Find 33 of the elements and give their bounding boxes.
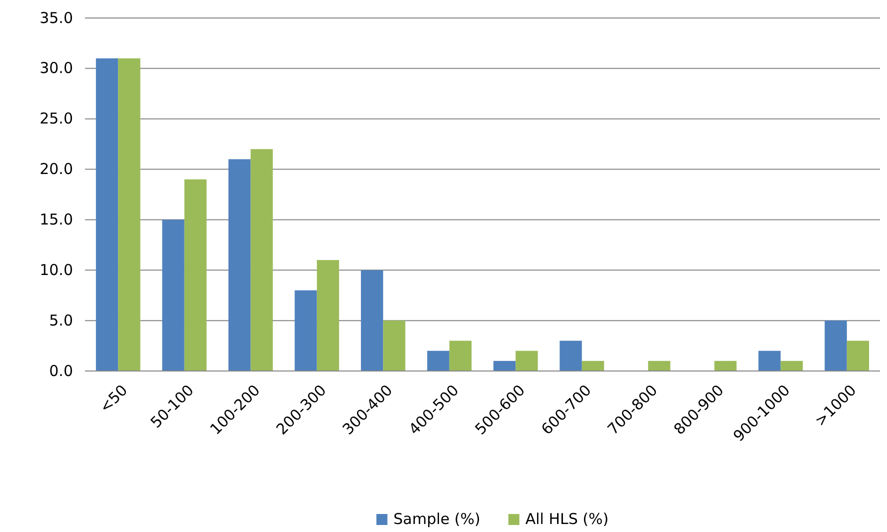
bar	[427, 350, 450, 371]
bar	[360, 270, 384, 371]
bar	[824, 320, 847, 371]
bar	[383, 320, 406, 371]
legend-label: Sample (%)	[393, 510, 480, 528]
bar	[250, 149, 273, 371]
y-tick-label: 30.0	[40, 59, 73, 78]
bar	[228, 159, 251, 371]
y-tick-label: 25.0	[40, 110, 73, 128]
bar	[493, 360, 516, 371]
bar	[162, 220, 184, 371]
bar	[316, 260, 340, 371]
bar	[294, 290, 317, 371]
bar	[648, 360, 670, 371]
y-tick-label: 20.0	[40, 160, 73, 178]
y-tick-label: 10.0	[40, 260, 73, 279]
bar	[758, 350, 781, 371]
y-tick-label: 5.0	[49, 311, 73, 330]
bar	[516, 350, 538, 371]
bar	[780, 360, 803, 371]
bar	[714, 360, 737, 371]
legend-label: All HLS (%)	[525, 510, 609, 528]
bar	[118, 58, 140, 371]
bar	[582, 360, 604, 371]
bar	[560, 340, 582, 371]
bar	[846, 340, 870, 371]
bar	[449, 340, 472, 371]
bar	[96, 58, 118, 371]
bar	[184, 179, 207, 371]
x-tick-label: <50	[96, 381, 132, 416]
y-tick-label: 0.0	[49, 362, 73, 380]
y-tick-label: 35.0	[40, 8, 73, 27]
y-tick-label: 15.0	[40, 210, 73, 229]
